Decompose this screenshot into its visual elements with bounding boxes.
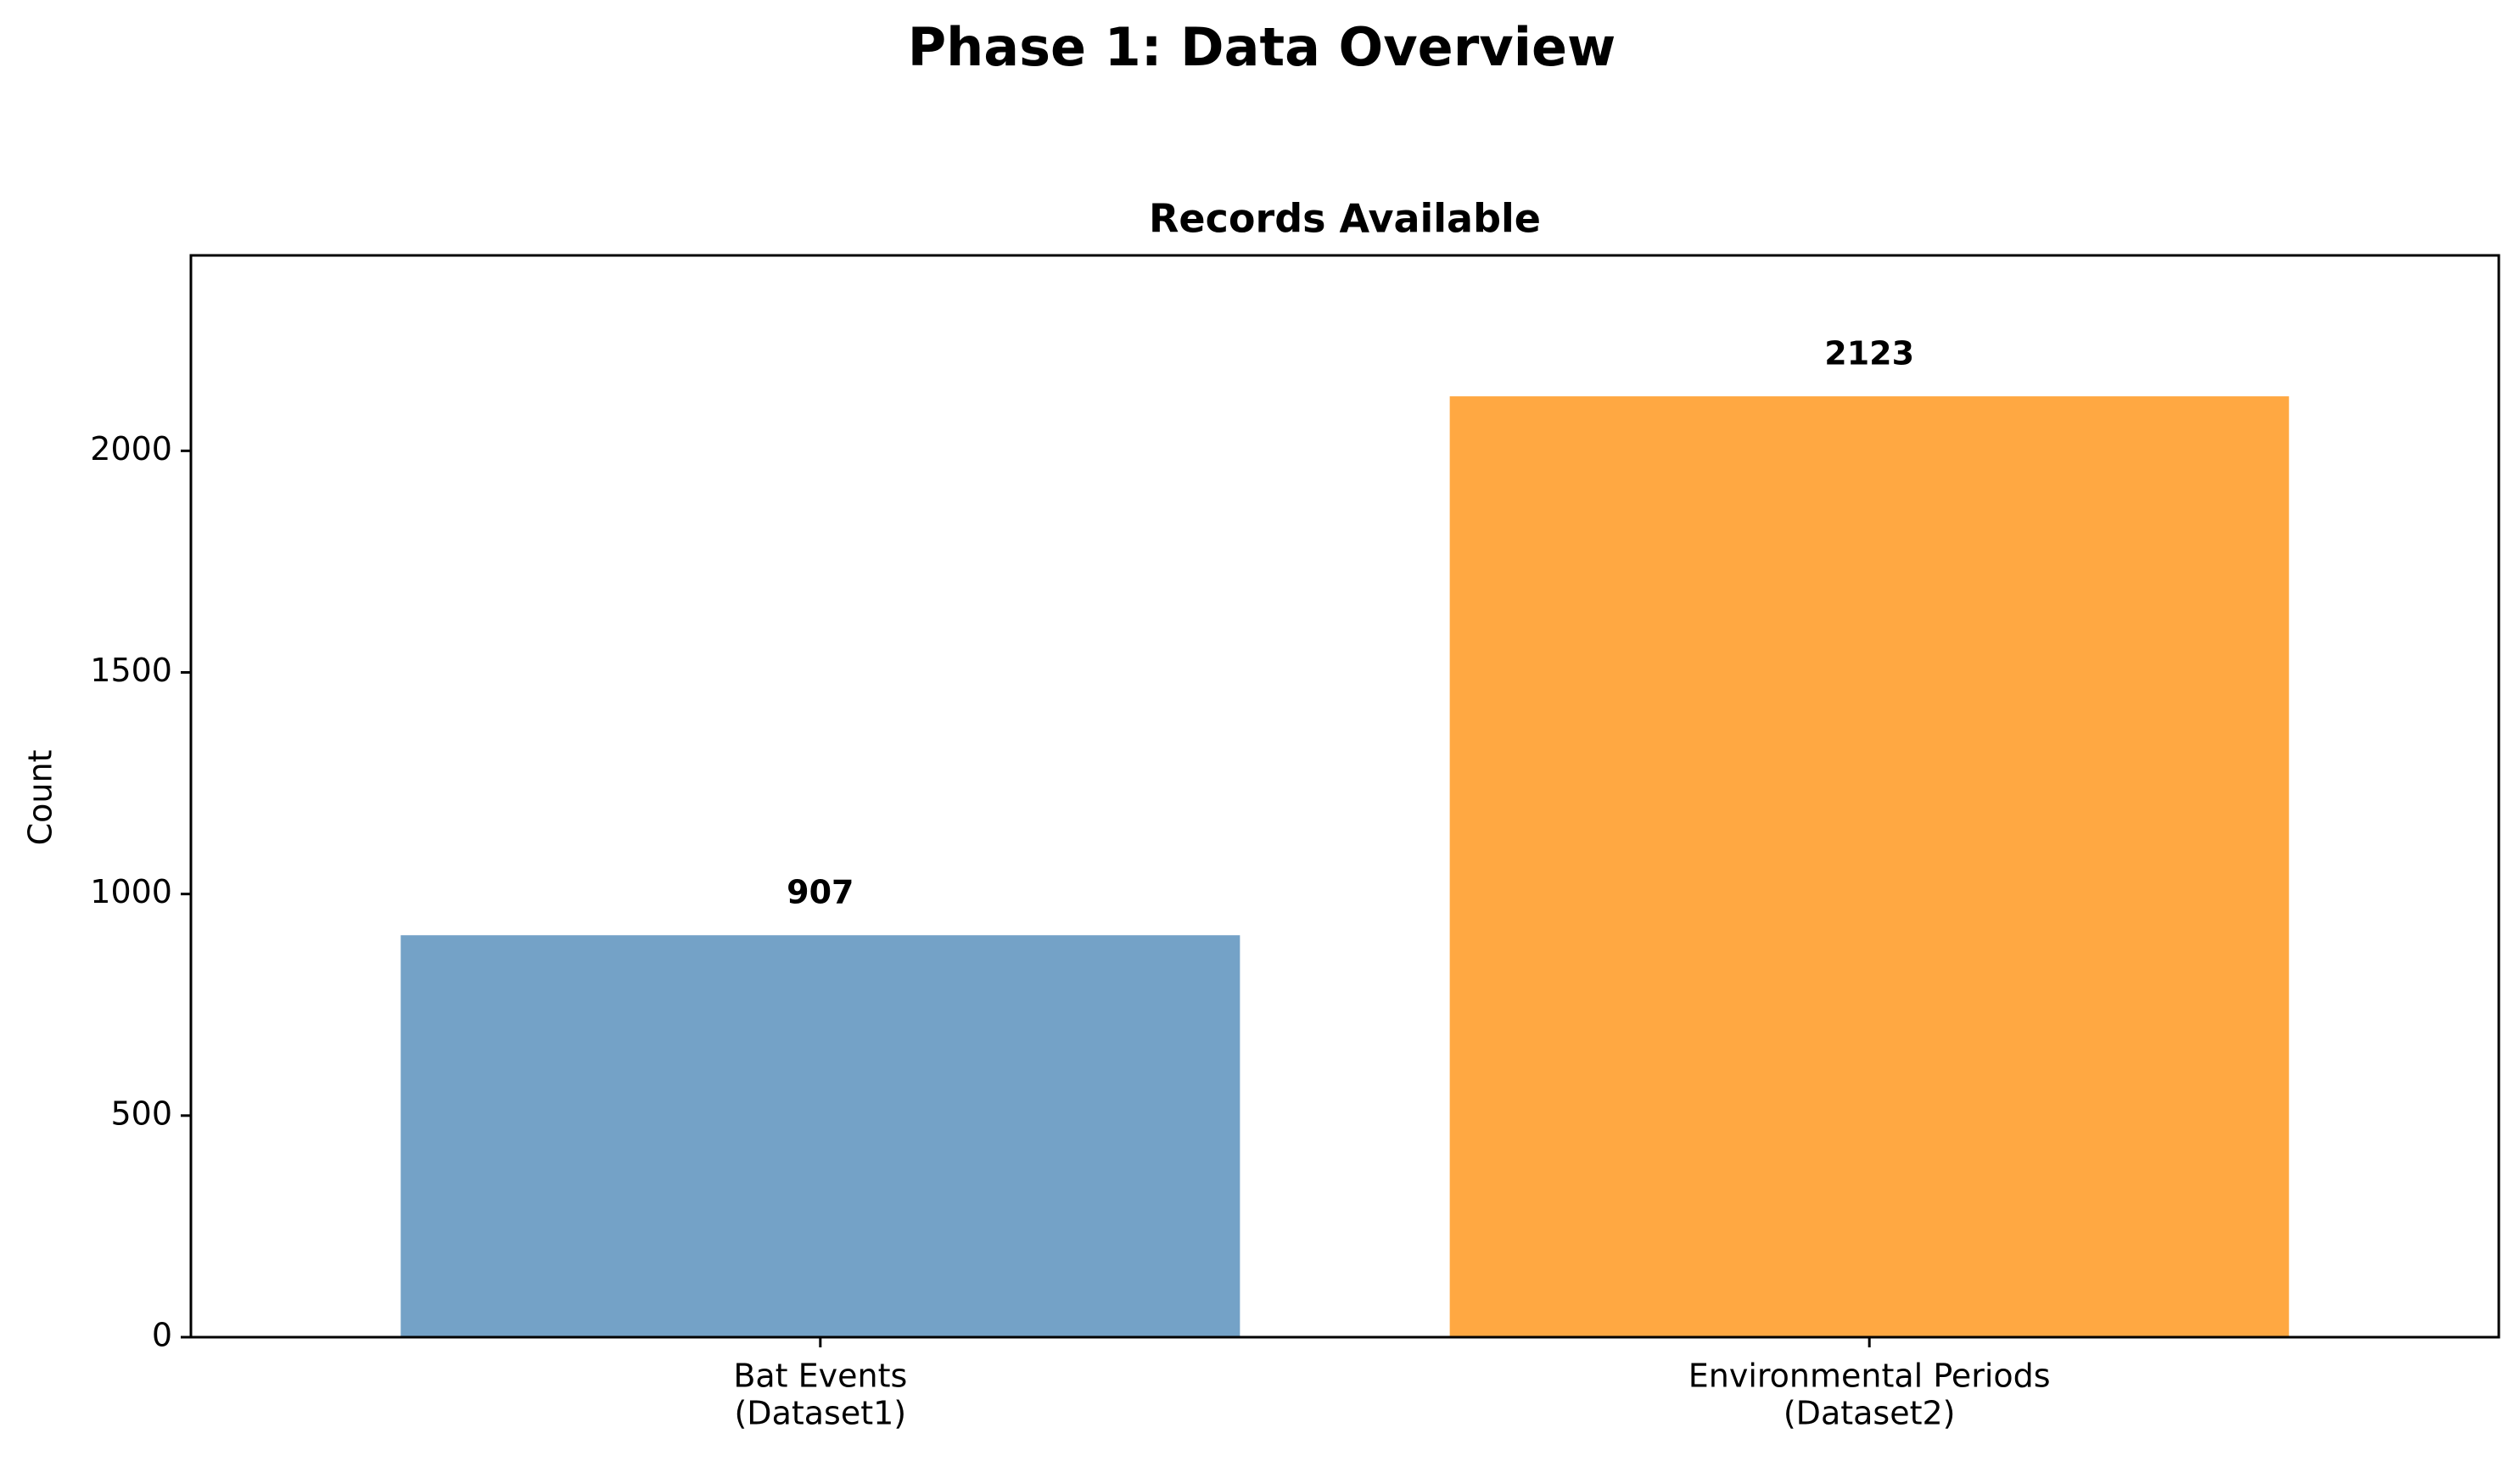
figure-suptitle: Phase 1: Data Overview (908, 16, 1616, 78)
y-tick-label-2: 500 (110, 1095, 172, 1132)
bars-layer (400, 396, 2289, 1337)
x-tick-label-1-line-2: (Dataset1) (734, 1395, 906, 1432)
y-tick-label-1: 0 (152, 1317, 172, 1354)
bar-2 (1449, 396, 2289, 1337)
y-axis-label: Count (22, 750, 59, 846)
plot-frame (189, 254, 2500, 1339)
y-tick-label-3: 1000 (90, 873, 172, 910)
y-axis: 0 500 1000 1500 2000 (90, 430, 191, 1354)
x-tick-label-1-line-1: Bat Events (733, 1358, 907, 1395)
y-tick-label-4: 1500 (90, 652, 172, 689)
x-axis: Bat Events(Dataset1) Environmental Period… (733, 1337, 2051, 1432)
y-tick-label-5: 2000 (90, 430, 172, 468)
bar-1 (400, 935, 1240, 1337)
bar-value-label-1: 907 (787, 874, 854, 911)
chart-title: Records Available (1149, 196, 1541, 242)
x-tick-label-2-line-2: (Dataset2) (1784, 1395, 1956, 1432)
value-labels-layer: 907 2123 (787, 335, 1914, 911)
bar-value-label-2: 2123 (1824, 335, 1914, 372)
x-tick-label-2-line-1: Environmental Periods (1688, 1358, 2051, 1395)
